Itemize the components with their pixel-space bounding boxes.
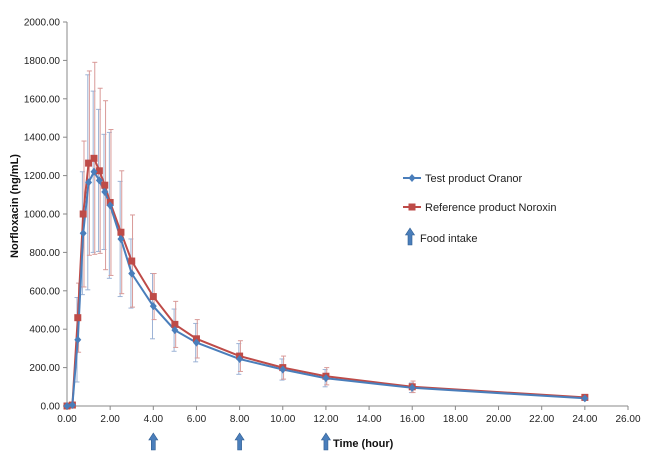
x-tick-label: 24.00 [572,414,597,425]
food-intake-arrow-icon [320,432,331,451]
data-point-test [149,302,157,311]
x-tick-label: 2.00 [100,414,120,425]
x-tick-label: 12.00 [313,414,338,425]
legend-square-icon [408,203,416,211]
legend-label: Reference product Noroxin [425,202,556,214]
errorbar-layer [69,61,589,407]
x-tick-label: 6.00 [187,414,207,425]
data-point-test [106,201,114,210]
x-tick-label: 18.00 [443,414,468,425]
y-tick-label: 1600.00 [24,94,61,105]
data-point-test [128,269,136,278]
legend-label: Food intake [420,233,477,245]
y-tick-label: 200.00 [29,363,60,374]
data-point-test [95,176,103,185]
x-axis-title: Time (hour) [333,438,394,450]
annotation-layer [148,432,331,451]
data-point-reference [149,293,157,301]
data-point-reference [128,257,136,265]
x-tick-label: 8.00 [230,414,250,425]
data-point-reference [117,228,125,236]
data-point-test [68,401,76,410]
x-tick-label: 26.00 [615,414,640,425]
y-axis-title: Norfloxacin (ng/mL) [9,154,21,258]
data-point-test [85,178,93,187]
data-point-test [581,394,589,403]
y-tick-label: 1400.00 [24,133,61,144]
axes-layer: 0.00 200.00 400.00 600.00 800.00 1000.00 1200.… [24,18,641,426]
data-point-reference [171,320,179,328]
data-point-test [117,234,125,243]
data-point-test [322,374,330,383]
data-point-reference [85,159,93,167]
x-tick-label: 22.00 [529,414,554,425]
x-tick-label: 10.00 [270,414,295,425]
x-tick-label: 14.00 [357,414,382,425]
legend-diamond-icon [408,174,416,182]
data-point-reference [95,167,103,175]
data-point-test [236,354,244,363]
data-point-reference [101,181,109,189]
legend-label: Test product Oranor [425,173,523,185]
data-point-test [171,326,179,335]
legend: Test product Oranor Reference product Nor… [403,173,556,246]
data-point-test [63,402,71,410]
y-tick-label: 600.00 [29,286,60,297]
x-tick-label: 20.00 [486,414,511,425]
data-point-reference [74,314,82,322]
data-point-test [192,338,200,347]
data-point-reference [90,154,98,162]
y-tick-label: 0.00 [41,402,61,413]
data-point-reference [79,210,87,218]
data-point-test [101,187,109,196]
x-tick-label: 16.00 [400,414,425,425]
y-tick-label: 1800.00 [24,56,61,67]
x-tick-label: 0.00 [57,414,77,425]
food-intake-arrow-icon [148,432,159,451]
data-point-test [279,365,287,374]
y-tick-label: 400.00 [29,325,60,336]
data-point-test [408,383,416,392]
food-intake-arrow-icon [234,432,245,451]
data-point-test [79,229,87,238]
x-tick-label: 4.00 [144,414,164,425]
series-layer [63,154,589,410]
data-point-test [74,335,82,344]
data-point-test [90,167,98,176]
y-tick-label: 2000.00 [24,18,61,29]
legend-food-intake-icon [404,227,416,246]
y-tick-label: 800.00 [29,248,60,259]
y-tick-label: 1000.00 [24,210,61,221]
series-line-reference [66,156,585,407]
y-tick-label: 1200.00 [24,171,61,182]
